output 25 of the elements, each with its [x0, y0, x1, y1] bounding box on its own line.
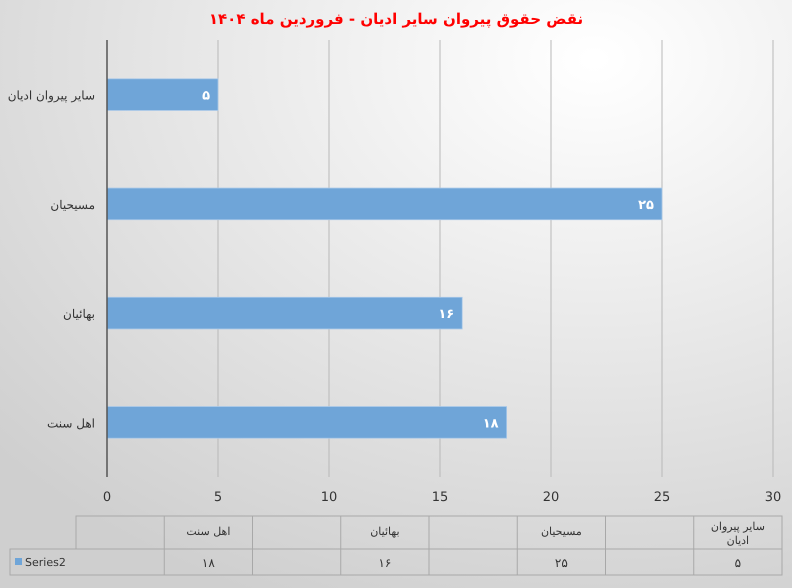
legend-key: Series2: [15, 556, 66, 569]
category-label: مسیحیان: [540, 525, 582, 538]
x-tick-label: 30: [764, 490, 782, 505]
category-label: اهل سنت: [186, 525, 230, 538]
x-tick-label: 25: [654, 490, 670, 505]
text: ۱۶: [378, 556, 392, 570]
text: ۲۵: [554, 556, 568, 570]
data-label: ۵: [202, 88, 210, 104]
y-tick-label: بهائیان: [63, 307, 95, 322]
category-label: بهائیان: [370, 525, 400, 538]
data-label: ۲۵: [638, 198, 654, 213]
y-tick-label: اهل سنت: [46, 416, 95, 430]
text: ۱۸: [202, 556, 215, 570]
y-tick-label: مسیحیان: [50, 198, 95, 212]
data-label: ۱۸: [482, 416, 499, 432]
category-label: سایر پیروان ادیان: [710, 520, 765, 547]
x-tick-label: 0: [102, 490, 112, 505]
x-tick-label: 5: [214, 490, 222, 505]
text: ۵: [734, 556, 742, 570]
data-label: ۱۶: [438, 307, 454, 322]
x-tick-label: 20: [542, 490, 560, 505]
y-tick-label: سایر پیروان ادیان: [8, 88, 95, 103]
chart-title: نقض حقوق پیروان سایر ادیان - فروردین ماه ۱۴۰۴: [208, 10, 584, 28]
x-tick-label: 10: [320, 490, 338, 505]
x-tick-label: 15: [432, 490, 448, 505]
